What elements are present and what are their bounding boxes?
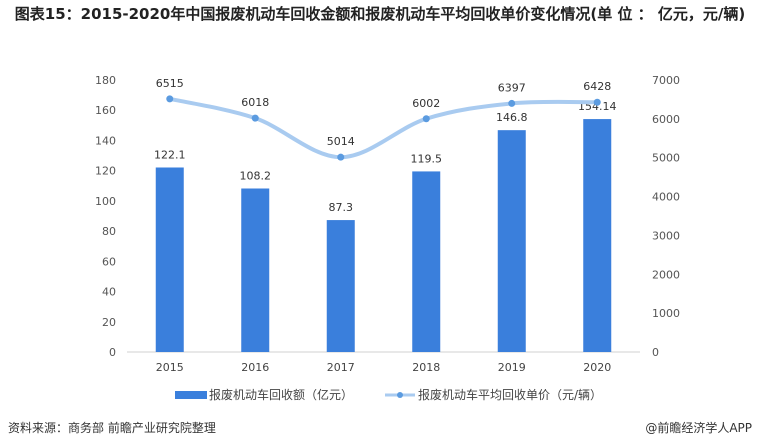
- x-tick: 2015: [156, 361, 184, 374]
- y-left-tick: 80: [102, 225, 116, 238]
- line-point: [508, 99, 516, 107]
- bar: [155, 167, 184, 352]
- line-label: 6018: [241, 96, 269, 109]
- line-label: 5014: [327, 135, 355, 148]
- y-left-tick: 60: [102, 255, 116, 268]
- y-left-tick: 140: [95, 134, 116, 147]
- x-tick: 2020: [583, 361, 611, 374]
- y-right-tick: 5000: [652, 152, 680, 165]
- line-label: 6397: [498, 81, 526, 94]
- bar-label: 87.3: [329, 201, 354, 214]
- line-point: [337, 153, 345, 161]
- bar-label: 146.8: [496, 111, 528, 124]
- y-left-tick: 40: [102, 286, 116, 299]
- line-point: [593, 98, 601, 106]
- bar: [241, 188, 270, 352]
- bar: [583, 119, 612, 352]
- y-left-tick: 20: [102, 316, 116, 329]
- y-right-tick: 1000: [652, 307, 680, 320]
- bar: [326, 220, 355, 352]
- bar-label: 122.1: [154, 148, 186, 161]
- chart-title: 图表15：2015-2020年中国报废机动车回收金额和报废机动车平均回收单价变化…: [14, 5, 746, 23]
- y-left-tick: 120: [95, 165, 116, 178]
- y-left-tick: 0: [109, 346, 116, 359]
- line-label: 6428: [583, 80, 611, 93]
- y-left-tick: 180: [95, 74, 116, 87]
- price-line: [169, 96, 598, 160]
- bar-label: 119.5: [411, 152, 443, 165]
- y-right-tick: 7000: [652, 74, 680, 87]
- x-tick: 2019: [498, 361, 526, 374]
- y-right-tick: 2000: [652, 268, 680, 281]
- line-label: 6002: [412, 97, 440, 110]
- line-label: 6515: [156, 77, 184, 90]
- y-left-tick: 160: [95, 104, 116, 117]
- line-point: [251, 114, 259, 122]
- legend-line-marker: [397, 392, 403, 398]
- y-right-tick: 0: [652, 346, 659, 359]
- y-left-tick: 100: [95, 195, 116, 208]
- x-tick: 2018: [412, 361, 440, 374]
- x-tick: 2016: [241, 361, 269, 374]
- x-tick: 2017: [327, 361, 355, 374]
- y-right-tick: 3000: [652, 229, 680, 242]
- line-point: [166, 95, 174, 103]
- bar: [412, 171, 441, 352]
- bar: [497, 130, 526, 352]
- legend-bar-swatch: [175, 391, 207, 399]
- brand-label: @前瞻经济学人APP: [645, 421, 752, 435]
- y-right-tick: 4000: [652, 191, 680, 204]
- bar-label: 108.2: [240, 169, 272, 182]
- source-note: 资料来源：商务部 前瞻产业研究院整理: [8, 421, 216, 435]
- legend-bar-label: 报废机动车回收额（亿元）: [209, 387, 353, 402]
- y-right-tick: 6000: [652, 113, 680, 126]
- legend-line-label: 报废机动车平均回收单价（元/辆）: [418, 387, 602, 402]
- line-point: [422, 115, 430, 123]
